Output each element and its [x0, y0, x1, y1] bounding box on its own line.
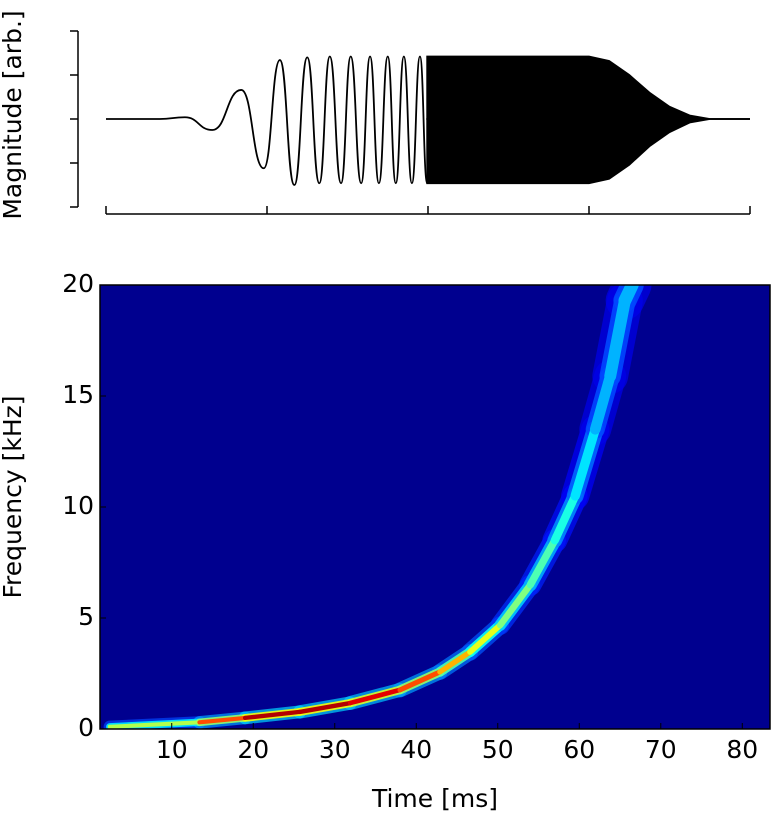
- ridge-segment: [618, 285, 639, 307]
- x-tick-label: 60: [563, 735, 595, 764]
- ridge-segment: [397, 669, 443, 693]
- y-tick-label: 5: [78, 602, 94, 631]
- y-tick-label: 15: [62, 380, 94, 409]
- ridge-segment: [347, 687, 403, 706]
- x-axis-title: Time [ms]: [371, 784, 498, 813]
- ridge-segment: [496, 581, 534, 629]
- waveform: [105, 55, 429, 186]
- x-tick-label: 50: [482, 735, 514, 764]
- ridge-segment: [107, 720, 202, 729]
- plot-background: [100, 285, 770, 729]
- x-tick-label: 20: [237, 735, 269, 764]
- ridge-segment: [242, 709, 302, 721]
- envelope-upper: [426, 55, 750, 120]
- ridge-segment: [197, 715, 248, 725]
- y-tick-label: 0: [78, 713, 94, 742]
- y-tick-label: 20: [62, 269, 94, 298]
- ridge-segment: [570, 424, 600, 501]
- ridge-segment: [526, 536, 559, 589]
- ridge-segment: [604, 294, 631, 382]
- ridge-segment: [467, 622, 504, 655]
- ridge-segment: [550, 491, 580, 545]
- x-tick-label: 30: [319, 735, 351, 764]
- y-axis-title: Frequency [kHz]: [0, 395, 27, 598]
- ridge-segment: [297, 700, 353, 715]
- y-axis-title: Magnitude [arb.]: [0, 10, 27, 219]
- ridge-segment: [437, 649, 473, 675]
- x-tick-label: 70: [645, 735, 677, 764]
- x-tick-label: 10: [156, 735, 188, 764]
- x-tick-label: 80: [726, 735, 758, 764]
- envelope-lower: [426, 118, 750, 185]
- y-tick-label: 10: [62, 491, 94, 520]
- ridge-segment: [589, 370, 616, 435]
- x-tick-label: 40: [400, 735, 432, 764]
- spectrogram-layer: [103, 285, 652, 729]
